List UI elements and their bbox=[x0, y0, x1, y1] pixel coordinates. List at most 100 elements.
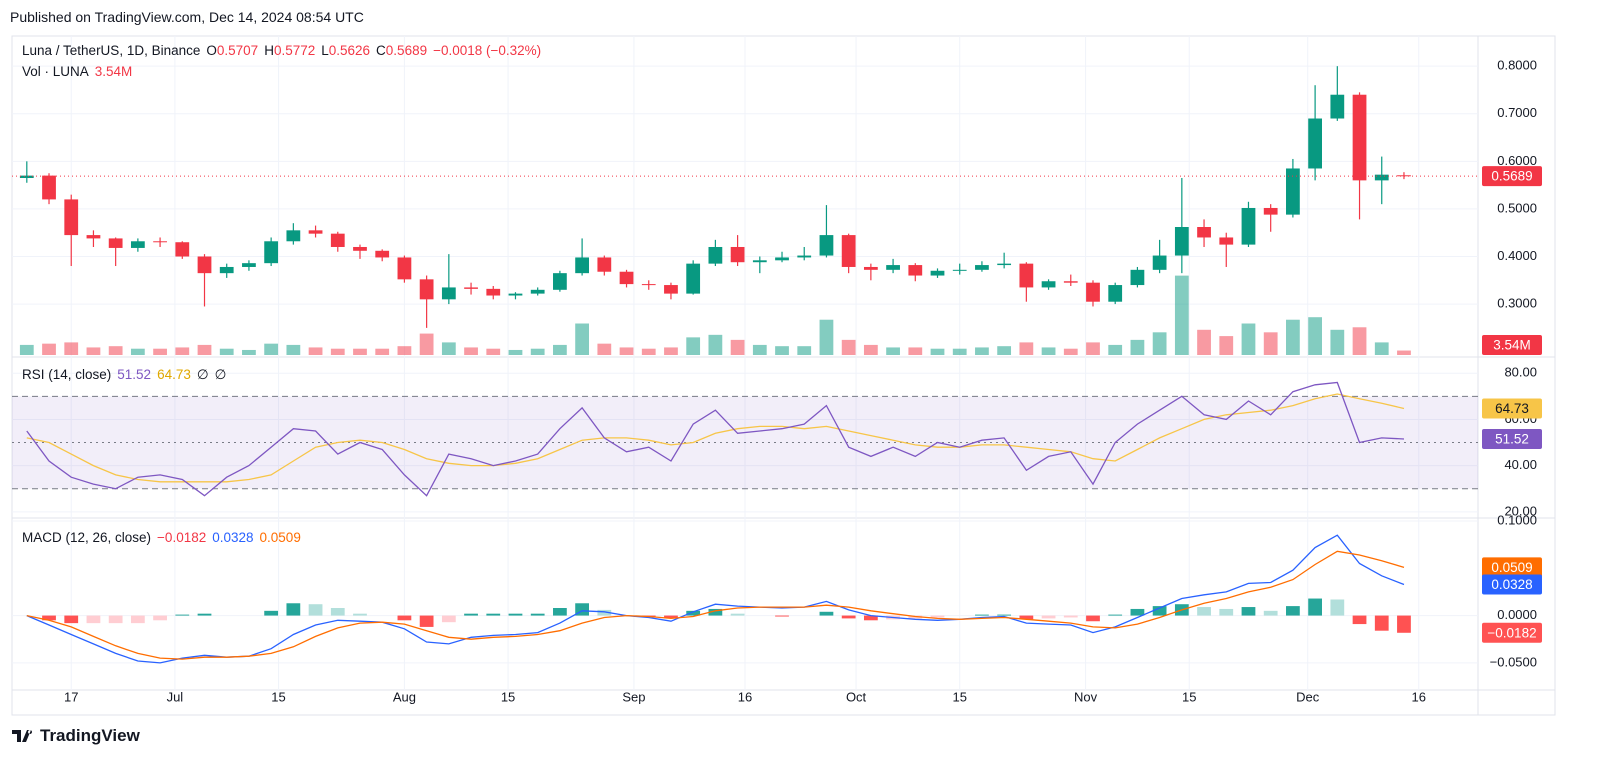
volume-bar bbox=[1330, 329, 1345, 355]
candle-body bbox=[619, 271, 634, 285]
volume-bar bbox=[841, 339, 856, 355]
candle-body bbox=[1108, 285, 1123, 302]
volume-bar bbox=[375, 348, 390, 355]
candle-body bbox=[508, 293, 523, 296]
volume-bar bbox=[508, 349, 523, 355]
macd-histogram-bar bbox=[441, 615, 456, 623]
macd-histogram-bar bbox=[1308, 598, 1322, 616]
volume-bar bbox=[330, 348, 345, 355]
macd-histogram-bar bbox=[1152, 606, 1167, 616]
candle-body bbox=[664, 285, 678, 294]
volume-bar bbox=[930, 348, 945, 355]
macd-histogram-bar bbox=[86, 615, 101, 624]
rsi-value: 51.52 bbox=[117, 367, 152, 382]
y-tick-label: −0.0500 bbox=[1490, 654, 1537, 669]
volume-bar bbox=[1219, 336, 1234, 355]
volume-bar bbox=[1108, 344, 1123, 355]
candle-body bbox=[752, 260, 767, 263]
volume-bar bbox=[752, 344, 767, 355]
candle-body bbox=[397, 257, 412, 280]
macd-histogram-bar bbox=[997, 614, 1012, 616]
h-letter: H bbox=[264, 43, 274, 58]
candle-body bbox=[1086, 282, 1100, 302]
candle-body bbox=[1152, 255, 1167, 270]
macd-line bbox=[26, 534, 1405, 664]
macd-histogram-bar bbox=[1219, 608, 1234, 616]
rsi-ma-tag bbox=[1482, 398, 1542, 419]
l-value: 0.5626 bbox=[328, 43, 371, 58]
volume-bar bbox=[308, 347, 323, 355]
o-value: 0.5707 bbox=[216, 43, 259, 58]
x-tick-label: 17 bbox=[64, 689, 78, 704]
macd-histogram-bar bbox=[1263, 610, 1278, 616]
volume-bar bbox=[1174, 275, 1189, 355]
x-tick-label: 16 bbox=[738, 689, 752, 704]
volume-bar bbox=[130, 348, 145, 355]
macd-title: MACD (12, 26, close) bbox=[22, 530, 152, 545]
volume-bar bbox=[353, 348, 367, 355]
y-tick-label: 0.0000 bbox=[1497, 607, 1537, 622]
brand: TradingView bbox=[40, 726, 140, 745]
candle-body bbox=[1197, 227, 1211, 238]
rsi-tag-label: 51.52 bbox=[1495, 432, 1529, 447]
x-tick-label: Dec bbox=[1296, 689, 1320, 704]
candle-body bbox=[219, 266, 234, 274]
macd-histogram-bar bbox=[175, 614, 190, 616]
volume-bar bbox=[242, 349, 256, 355]
macd-histogram-bar bbox=[1374, 615, 1389, 631]
signal-tag-label: 0.0509 bbox=[1491, 560, 1532, 575]
macd-histogram-bar bbox=[1286, 606, 1300, 616]
candle-body bbox=[64, 199, 79, 236]
rsi-title: RSI (14, close) bbox=[22, 367, 112, 382]
macd-histogram-bar bbox=[664, 615, 678, 619]
candle-body bbox=[686, 263, 701, 294]
volume-bar bbox=[1308, 317, 1322, 355]
candle-body bbox=[353, 246, 367, 251]
candle-body bbox=[464, 287, 478, 289]
published-note: Published on TradingView.com, Dec 14, 20… bbox=[10, 9, 364, 25]
macd-histogram-bar bbox=[42, 615, 56, 621]
candle-body bbox=[1308, 118, 1322, 169]
candle-body bbox=[886, 265, 900, 270]
macd-histogram-bar bbox=[1352, 615, 1367, 625]
macd-histogram-bar bbox=[1330, 599, 1345, 616]
x-tick-label: Jul bbox=[167, 689, 184, 704]
volume-bar bbox=[419, 333, 434, 355]
volume-legend: Vol · LUNA 3.54M bbox=[22, 64, 132, 79]
candle-body bbox=[264, 241, 279, 264]
candle-body bbox=[130, 241, 145, 248]
x-tick-label: Oct bbox=[846, 689, 867, 704]
c-value: 0.5689 bbox=[385, 43, 428, 58]
x-tick-label: 16 bbox=[1412, 689, 1426, 704]
volume-bar bbox=[1286, 319, 1300, 355]
volume-bar bbox=[908, 347, 923, 355]
volume-bar bbox=[86, 347, 101, 355]
macd-histogram-bar bbox=[286, 603, 301, 616]
candle-body bbox=[975, 265, 989, 270]
x-tick-label: 15 bbox=[952, 689, 966, 704]
macd-tag bbox=[1482, 574, 1542, 595]
price-tag-label: 0.5689 bbox=[1491, 169, 1532, 184]
volume-bar bbox=[64, 342, 79, 355]
volume-bar bbox=[863, 344, 878, 355]
signal-tag bbox=[1482, 557, 1542, 578]
candle-body bbox=[797, 255, 812, 258]
macd-histogram-bar bbox=[975, 614, 989, 616]
macd-histogram-bar bbox=[1063, 615, 1078, 618]
volume-bar bbox=[975, 347, 989, 355]
volume-bar bbox=[530, 348, 545, 355]
y-tick-label: 0.6000 bbox=[1497, 153, 1537, 168]
volume-bar bbox=[464, 347, 478, 355]
x-tick-label: Sep bbox=[622, 689, 645, 704]
ohlc: O0.5707 bbox=[206, 43, 258, 58]
volume-bar bbox=[886, 347, 900, 355]
candle-body bbox=[1263, 207, 1278, 215]
volume-bar bbox=[553, 344, 567, 355]
candle-body bbox=[242, 263, 256, 267]
candle-body bbox=[175, 242, 190, 257]
volume-bar bbox=[1241, 323, 1256, 355]
macd-histogram-bar bbox=[197, 613, 212, 616]
volume-bar bbox=[775, 346, 789, 355]
y-tick-label: 0.1000 bbox=[1497, 512, 1537, 527]
volume-bar bbox=[730, 339, 745, 355]
